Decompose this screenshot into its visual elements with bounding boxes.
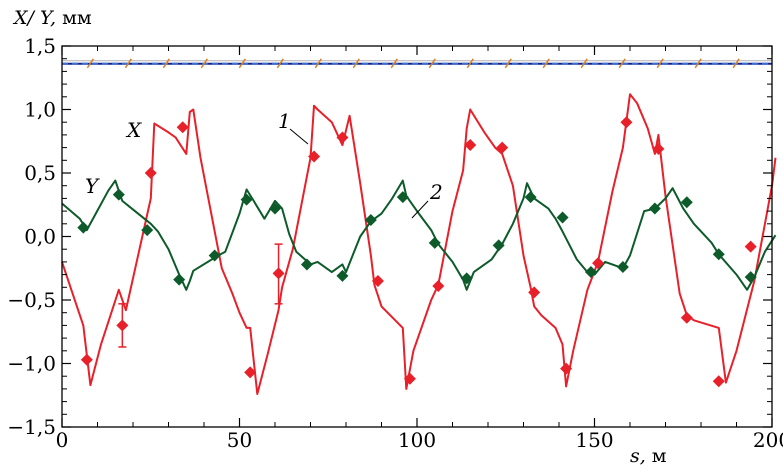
lattice-element-mark: [314, 58, 322, 69]
data-point-x: [403, 372, 416, 385]
tick-labels: 0 50 100 150 200 −1,5 −1,0 −0,5 0,0 0,5 1,0 1,5: [7, 34, 783, 452]
data-point-y: [77, 221, 90, 234]
lattice-band: [62, 58, 772, 69]
data-point-y: [173, 273, 186, 286]
x-axis-title: s, м: [630, 445, 667, 467]
data-point-y: [460, 272, 473, 285]
lattice-element-mark: [200, 58, 208, 69]
lattice-element-mark: [390, 58, 398, 69]
data-point-x: [144, 167, 157, 179]
lattice-element-mark: [124, 58, 133, 69]
y-tick-label: −1,5: [7, 415, 56, 439]
data-point-y: [492, 239, 505, 252]
data-point-x: [244, 366, 257, 379]
data-point-y: [648, 202, 661, 215]
data-point-y: [584, 266, 597, 279]
data-point-x: [652, 142, 665, 155]
curve-2-leader: [411, 200, 429, 219]
lattice-element-mark: [694, 58, 702, 69]
lattice-element-mark: [352, 58, 360, 69]
lattice-element-mark: [162, 58, 170, 69]
y-tick-label: 1,5: [24, 34, 56, 58]
lattice-element-mark: [656, 58, 664, 69]
data-point-y: [396, 191, 409, 204]
y-axis-title: X/ Y, мм: [12, 7, 92, 29]
y-curve-label: Y: [85, 174, 100, 198]
lattice-element-mark: [504, 58, 512, 69]
y-tick-label: −0,5: [7, 288, 56, 312]
lattice-element-mark: [542, 58, 550, 69]
axes-layer: [61, 45, 773, 428]
data-point-x: [744, 240, 757, 253]
y-tick-label: 1,0: [24, 98, 56, 122]
data-point-y: [556, 211, 569, 224]
data-point-x: [432, 280, 445, 293]
data-point-y: [240, 193, 253, 206]
lattice-element-mark: [428, 58, 436, 69]
lattice-element-mark: [276, 58, 284, 69]
data-point-x: [712, 375, 725, 388]
plot-frame: [61, 45, 773, 428]
data-point-y: [112, 188, 125, 201]
y-tick-label: 0,0: [24, 225, 56, 249]
x-tick-label: 0: [56, 428, 69, 452]
series-line-y: [61, 179, 777, 291]
data-point-x: [80, 353, 93, 366]
x-tick-label: 200: [753, 428, 783, 452]
data-point-x: [560, 362, 573, 375]
lattice-element-mark: [618, 58, 626, 69]
data-point-x: [496, 141, 509, 154]
data-point-y: [712, 248, 725, 261]
lattice-element-mark: [580, 58, 588, 69]
data-point-y: [364, 213, 377, 226]
data-point-x: [680, 311, 693, 324]
curve-1-leader: [289, 128, 309, 145]
data-point-x: [620, 116, 633, 129]
data-point-x: [371, 274, 384, 287]
x-tick-label: 100: [398, 428, 436, 452]
data-point-x: [592, 257, 605, 270]
lattice-element-mark: [86, 58, 95, 69]
data-point-y: [428, 236, 441, 249]
y-tick-label: 0,5: [24, 161, 56, 185]
data-point-y: [616, 260, 629, 273]
marker-layer: [77, 116, 757, 388]
data-point-x: [176, 121, 189, 134]
curve-1-label: 1: [278, 109, 291, 133]
x-tick-label: 50: [227, 428, 252, 452]
data-point-y: [300, 258, 313, 271]
data-point-x: [528, 286, 541, 299]
x-tick-label: 150: [575, 428, 613, 452]
data-point-x: [336, 131, 349, 144]
lattice-element-mark: [238, 58, 246, 69]
data-point-y: [744, 271, 757, 284]
data-point-y: [269, 202, 281, 215]
series-line-x: [61, 93, 777, 395]
series-layer: [61, 93, 777, 395]
data-point-x: [272, 267, 285, 280]
x-curve-label: X: [125, 118, 142, 142]
data-point-y: [524, 191, 537, 204]
data-point-y: [336, 269, 349, 282]
data-point-y: [680, 196, 693, 209]
y-tick-label: −1,0: [7, 352, 56, 376]
data-point-x: [464, 139, 477, 152]
data-point-y: [208, 249, 221, 262]
data-point-x: [308, 150, 321, 163]
lattice-element-mark: [466, 58, 474, 69]
data-point-x: [116, 319, 129, 332]
lattice-element-mark: [732, 58, 740, 69]
curve-2-label: 2: [429, 180, 443, 204]
data-point-y: [141, 224, 154, 237]
